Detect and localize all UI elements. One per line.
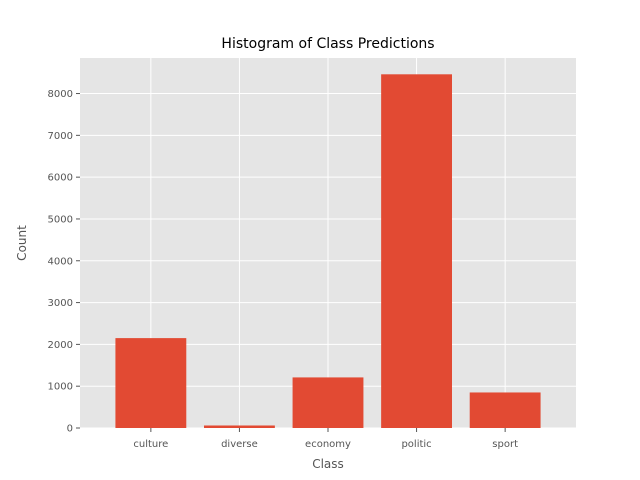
y-tick-label: 4000: [48, 256, 73, 267]
y-tick-label: 2000: [48, 340, 73, 351]
y-tick-label: 7000: [48, 131, 73, 142]
bar-economy: [292, 377, 364, 428]
bar-politic: [381, 74, 452, 428]
x-axis-label: Class: [312, 457, 344, 471]
y-tick-label: 3000: [48, 298, 73, 309]
bar-diverse: [204, 425, 275, 428]
x-tick-labels: culture diverse economy politic sport: [133, 428, 518, 450]
y-tick-label: 5000: [48, 214, 73, 225]
y-tick-label: 6000: [48, 173, 73, 184]
y-tick-label: 0: [67, 424, 73, 435]
bars: [115, 74, 541, 428]
x-tick-label: politic: [401, 439, 431, 450]
y-tick-label: 1000: [48, 382, 73, 393]
y-tick-label: 8000: [48, 89, 73, 100]
x-tick-label: sport: [492, 439, 518, 450]
x-tick-label: diverse: [221, 439, 258, 450]
y-axis-label: Count: [15, 225, 29, 261]
chart-title: Histogram of Class Predictions: [221, 36, 434, 52]
bar-sport: [469, 392, 541, 428]
y-tick-labels: 0 1000 2000 3000 4000 5000 6000 7000 8000: [48, 89, 80, 435]
bar-culture: [115, 338, 187, 428]
x-tick-label: culture: [133, 439, 168, 450]
x-tick-label: economy: [305, 439, 351, 450]
